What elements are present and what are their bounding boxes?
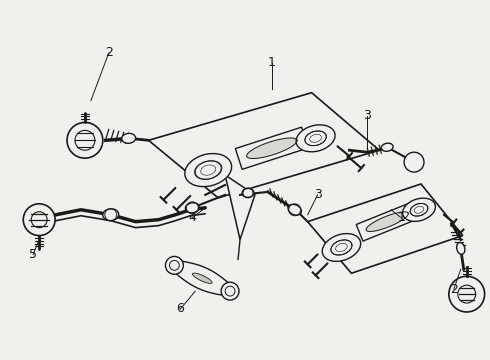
Ellipse shape [381, 143, 393, 151]
Text: 4: 4 [188, 211, 196, 224]
Ellipse shape [331, 240, 352, 255]
Text: 5: 5 [29, 248, 37, 261]
Circle shape [67, 122, 103, 158]
Ellipse shape [305, 131, 326, 145]
Circle shape [166, 256, 183, 274]
Ellipse shape [193, 273, 212, 283]
Circle shape [23, 204, 55, 235]
Polygon shape [246, 138, 297, 158]
Text: 2: 2 [105, 46, 113, 59]
Text: 6: 6 [176, 302, 184, 315]
Ellipse shape [195, 161, 222, 179]
Ellipse shape [242, 188, 254, 197]
Ellipse shape [103, 209, 119, 221]
Ellipse shape [322, 234, 361, 261]
Ellipse shape [185, 154, 232, 186]
Polygon shape [172, 260, 232, 296]
Circle shape [221, 282, 239, 300]
Ellipse shape [403, 198, 436, 221]
Ellipse shape [296, 125, 335, 152]
Ellipse shape [457, 243, 465, 254]
Text: 3: 3 [364, 109, 371, 122]
Polygon shape [235, 127, 308, 169]
Circle shape [404, 152, 424, 172]
Circle shape [449, 276, 485, 312]
Ellipse shape [288, 204, 301, 215]
Ellipse shape [185, 203, 199, 213]
Polygon shape [225, 175, 255, 239]
Ellipse shape [122, 133, 136, 143]
Polygon shape [366, 212, 408, 231]
Text: 1: 1 [268, 57, 276, 69]
Text: 2: 2 [450, 283, 458, 296]
Text: 3: 3 [314, 188, 321, 201]
Polygon shape [356, 202, 418, 241]
Text: 1: 1 [397, 211, 405, 224]
Ellipse shape [410, 203, 428, 216]
